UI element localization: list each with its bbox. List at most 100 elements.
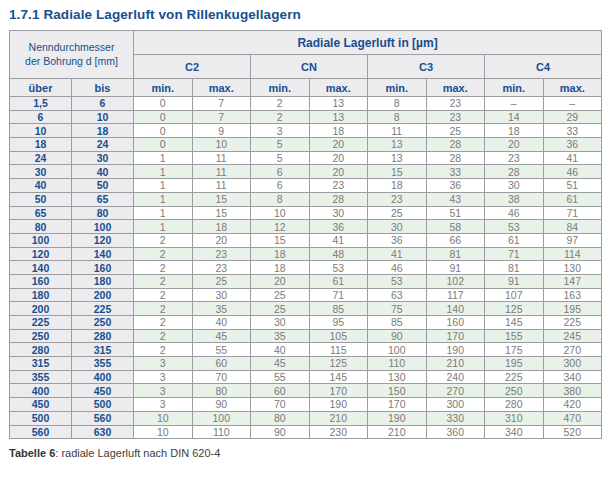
uber-cell: 50 [10,192,72,206]
value-cell: 46 [543,165,602,179]
value-cell: 130 [368,370,427,384]
value-cell: 10 [251,206,310,220]
value-cell: 11 [368,124,427,138]
value-cell: 23 [485,151,544,165]
value-cell: 91 [485,274,544,288]
table-row: 182401052013282036 [10,138,602,152]
value-cell: 10 [192,138,251,152]
value-cell: 14 [485,110,544,124]
value-cell: 5 [251,151,310,165]
value-cell: 85 [368,316,427,330]
value-cell: 36 [368,233,427,247]
value-cell: 63 [368,288,427,302]
value-cell: 2 [134,288,193,302]
uber-cell: 140 [10,261,72,275]
table-row: 16018022520615310291147 [10,274,602,288]
table-row: 10180931811251833 [10,124,602,138]
value-cell: 170 [309,384,368,398]
value-cell: 8 [251,192,310,206]
value-cell: 115 [309,343,368,357]
value-cell: 28 [426,138,485,152]
uber-cell: 160 [10,274,72,288]
table-row: 506511582823433861 [10,192,602,206]
table-row: 243011152013282341 [10,151,602,165]
value-cell: 81 [426,247,485,261]
value-cell: 38 [485,192,544,206]
value-cell: 30 [251,316,310,330]
value-cell: 310 [485,411,544,425]
col-header-ueber: über [10,79,72,97]
uber-cell: 315 [10,357,72,371]
value-cell: 190 [309,398,368,412]
page-title: 1.7.1 Radiale Lagerluft von Rillenkugell… [9,7,601,22]
value-cell: 85 [309,302,368,316]
value-cell: 210 [426,357,485,371]
value-cell: 36 [309,220,368,234]
value-cell: 13 [309,97,368,111]
value-cell: 11 [192,179,251,193]
value-cell: 160 [426,316,485,330]
value-cell: 84 [543,220,602,234]
bore-diameter-header: Nenndurchmesser der Bohrung d [mm] [10,31,134,79]
value-cell: 18 [251,261,310,275]
value-cell: 360 [426,425,485,439]
table-row: 31535536045125110210195300 [10,357,602,371]
value-cell: 23 [426,110,485,124]
bis-cell: 560 [72,411,134,425]
value-cell: 43 [426,192,485,206]
value-cell: 150 [368,384,427,398]
value-cell: 28 [485,165,544,179]
uber-cell: 30 [10,165,72,179]
bis-cell: 400 [72,370,134,384]
value-cell: 90 [251,425,310,439]
bis-cell: 10 [72,110,134,124]
value-cell: 130 [543,261,602,275]
uber-cell: 560 [10,425,72,439]
value-cell: 45 [251,357,310,371]
bis-cell: 120 [72,233,134,247]
value-cell: 70 [251,398,310,412]
bis-cell: 24 [72,138,134,152]
uber-cell: 65 [10,206,72,220]
bis-cell: 140 [72,247,134,261]
uber-cell: 355 [10,370,72,384]
value-cell: 3 [134,370,193,384]
value-cell: 2 [134,329,193,343]
bis-cell: 355 [72,357,134,371]
uber-cell: 225 [10,316,72,330]
value-cell: 90 [368,329,427,343]
value-cell: 145 [485,316,544,330]
value-cell: 23 [368,192,427,206]
value-cell: 210 [368,425,427,439]
value-cell: 107 [485,288,544,302]
value-cell: 36 [543,138,602,152]
value-cell: 91 [426,261,485,275]
value-cell: 10 [134,411,193,425]
value-cell: 110 [192,425,251,439]
value-cell: 18 [192,220,251,234]
value-cell: 30 [309,206,368,220]
value-cell: 2 [134,302,193,316]
value-cell: 3 [134,384,193,398]
value-cell: 35 [251,329,310,343]
header-row-columns: über bis min. max. min. max. min. max. m… [10,79,602,97]
clearance-header: Radiale Lagerluft in [µm] [134,31,602,55]
value-cell: 29 [543,110,602,124]
value-cell: 46 [485,206,544,220]
col-header-bis: bis [72,79,134,97]
value-cell: 15 [251,233,310,247]
value-cell: 81 [485,261,544,275]
value-cell: 7 [192,110,251,124]
table-row: 40045038060170150270250380 [10,384,602,398]
value-cell: 33 [543,124,602,138]
value-cell: 2 [134,233,193,247]
table-row: 304011162015332846 [10,165,602,179]
caption-text: : radiale Lagerluft nach DIN 620-4 [55,447,220,459]
value-cell: 61 [309,274,368,288]
col-header-c3-min: min. [368,79,427,97]
value-cell: 18 [309,124,368,138]
value-cell: 8 [368,97,427,111]
table-row: 200225235258575140125195 [10,302,602,316]
value-cell: 2 [134,261,193,275]
value-cell: 147 [543,274,602,288]
